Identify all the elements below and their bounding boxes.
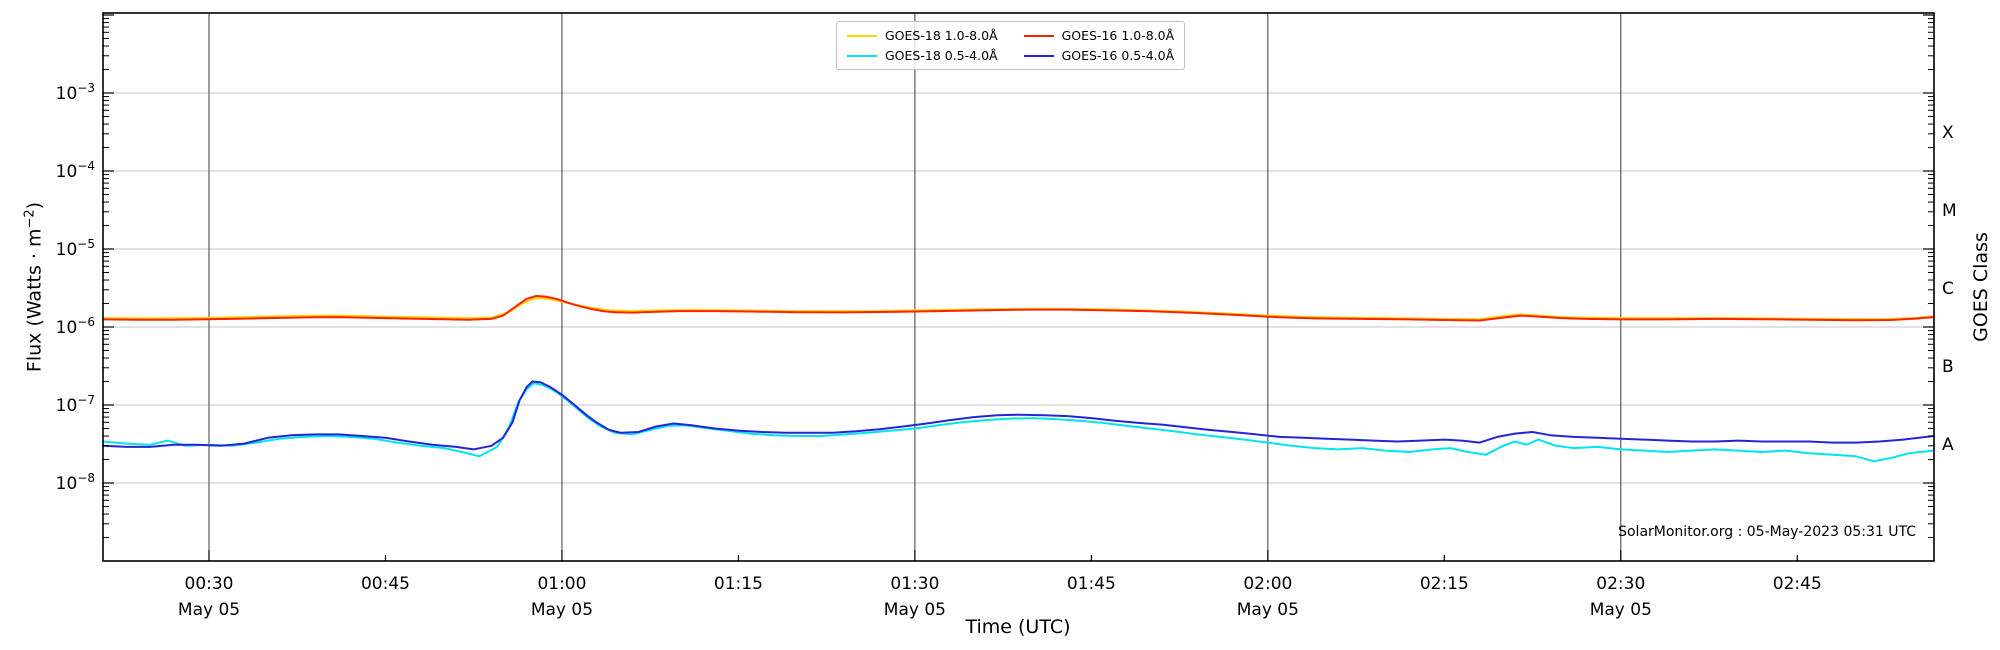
legend-swatch-goes18-long-icon: [847, 34, 877, 37]
y-axis-title-text: Flux (Watts · m: [23, 228, 46, 373]
x-tick-date-label: May 05: [1590, 600, 1652, 620]
watermark-text: SolarMonitor.org : 05-May-2023 05:31 UTC: [1618, 524, 1916, 540]
legend-column-goes16: GOES-16 1.0-8.0Å GOES-16 0.5-4.0Å: [1023, 28, 1175, 63]
x-tick-label: 02:00: [1243, 574, 1292, 594]
x-axis-title: Time (UTC): [965, 616, 1071, 638]
legend-label: GOES-16 0.5-4.0Å: [1061, 48, 1175, 63]
plot-border: [102, 12, 1935, 562]
y-tick-label: 10−4: [56, 159, 95, 182]
y-tick-label: 10−6: [56, 315, 95, 338]
legend-swatch-goes18-short-icon: [847, 54, 877, 57]
goes-class-letter: C: [1942, 279, 1954, 299]
x-tick-label: 01:00: [537, 574, 586, 594]
x-tick-label: 00:30: [185, 574, 234, 594]
axis-ticks: [103, 14, 1934, 561]
right-axis-title: GOES Class: [1970, 232, 1992, 342]
series-line-goes-18-0-5-4-0-: [102, 382, 1935, 463]
legend-swatch-goes16-long-icon: [1023, 34, 1054, 37]
x-tick-label: 00:45: [361, 574, 410, 594]
series-lines: [102, 295, 1935, 463]
legend-item-goes16-short: GOES-16 0.5-4.0Å: [1023, 48, 1175, 63]
x-tick-label: 01:30: [890, 574, 939, 594]
y-tick-label: 10−7: [56, 393, 95, 416]
x-tick-date-label: May 05: [531, 600, 593, 620]
legend-item-goes18-short: GOES-18 0.5-4.0Å: [847, 48, 998, 63]
gridlines: [103, 13, 1934, 561]
series-line-goes-18-1-0-8-0-: [102, 297, 1935, 321]
goes-class-letter: A: [1942, 435, 1954, 455]
series-line-goes-16-1-0-8-0-: [102, 295, 1935, 322]
y-tick-label: 10−5: [56, 237, 95, 260]
legend-label: GOES-18 0.5-4.0Å: [885, 48, 998, 63]
legend: GOES-18 1.0-8.0Å GOES-18 0.5-4.0Å GOES-1…: [836, 21, 1186, 70]
x-tick-label: 01:45: [1067, 574, 1116, 594]
x-tick-label: 01:15: [714, 574, 763, 594]
series-line-goes-16-0-5-4-0-: [102, 380, 1935, 451]
x-tick-label: 02:15: [1420, 574, 1469, 594]
legend-swatch-goes16-short-icon: [1023, 54, 1054, 57]
y-tick-label: 10−8: [56, 471, 95, 494]
y-axis-title-close: ): [23, 201, 46, 210]
x-tick-label: 02:45: [1773, 574, 1822, 594]
tick-labels: 10−3 10−4 10−5 10−6 10−7 10−8 X M C B A 00:30 May 05…: [56, 81, 1957, 620]
x-tick-date-label: May 05: [884, 600, 946, 620]
legend-label: GOES-18 1.0-8.0Å: [885, 28, 998, 43]
legend-item-goes18-long: GOES-18 1.0-8.0Å: [847, 28, 998, 43]
legend-column-goes18: GOES-18 1.0-8.0Å GOES-18 0.5-4.0Å: [847, 28, 998, 63]
x-tick-date-label: May 05: [178, 600, 240, 620]
x-tick-date-label: May 05: [1237, 600, 1299, 620]
y-tick-label: 10−3: [56, 81, 95, 104]
goes-class-letter: B: [1942, 357, 1954, 377]
goes-class-letter: M: [1942, 201, 1957, 221]
legend-label: GOES-16 1.0-8.0Å: [1061, 28, 1175, 43]
y-axis-title-sup: −2: [22, 209, 38, 229]
goes-class-letter: X: [1942, 123, 1954, 143]
y-axis-title: Flux (Watts · m−2): [22, 202, 45, 372]
x-tick-label: 02:30: [1596, 574, 1645, 594]
legend-item-goes16-long: GOES-16 1.0-8.0Å: [1023, 28, 1175, 43]
